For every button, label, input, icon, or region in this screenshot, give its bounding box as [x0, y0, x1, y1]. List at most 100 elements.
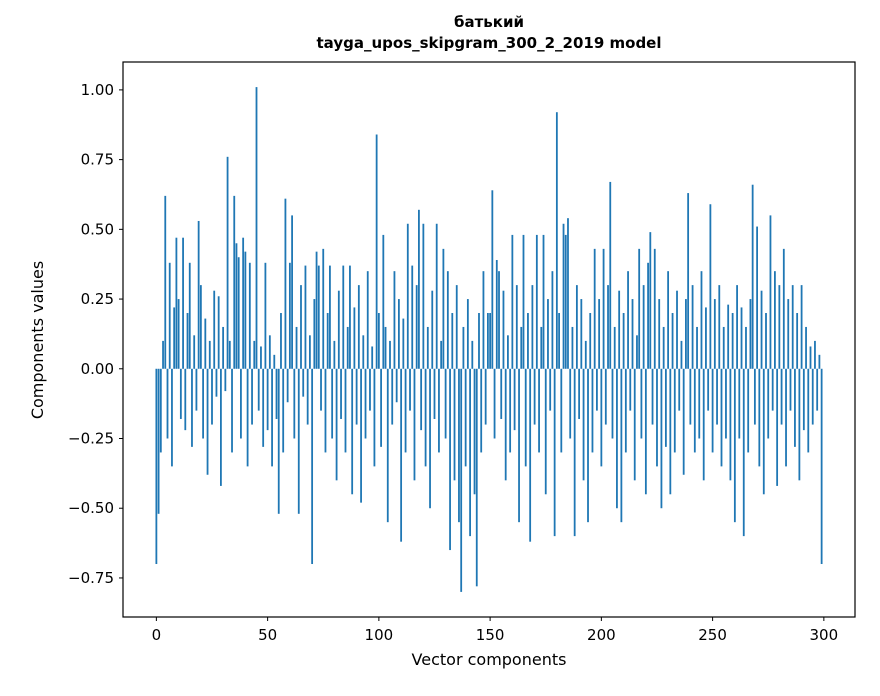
bar [500, 368, 503, 419]
bar [433, 368, 436, 419]
bar [758, 368, 761, 467]
bar [455, 285, 458, 369]
bar [317, 265, 320, 369]
bar [520, 326, 523, 369]
bar [600, 368, 603, 467]
bar [349, 265, 351, 369]
bar [351, 368, 354, 495]
bar [584, 340, 587, 369]
bar [558, 313, 560, 369]
bar [286, 368, 289, 403]
y-tick-label: 0.25 [81, 290, 114, 308]
bar [760, 290, 763, 369]
bar [369, 368, 371, 411]
bar [313, 299, 316, 369]
bar [415, 285, 418, 369]
bar [555, 112, 558, 369]
bar [794, 368, 796, 447]
y-axis-label: Components values [28, 260, 47, 420]
bar [733, 368, 736, 523]
bar [175, 237, 178, 369]
bar [186, 313, 189, 369]
bar [693, 368, 696, 453]
bar [707, 368, 710, 411]
bar [785, 368, 787, 467]
bar [578, 368, 581, 419]
bar [266, 368, 269, 431]
bar [233, 195, 236, 369]
x-tick-label: 150 [476, 626, 505, 644]
bar [280, 313, 282, 369]
bar [738, 368, 741, 439]
bar [380, 368, 382, 447]
bar [248, 262, 251, 369]
bar [253, 340, 256, 369]
bar [284, 198, 287, 369]
bar [482, 271, 485, 369]
bar [222, 326, 225, 369]
bar [402, 318, 405, 369]
bar [507, 335, 509, 369]
bar [805, 326, 807, 369]
bar [182, 237, 184, 369]
bar [462, 326, 465, 369]
bar [282, 368, 285, 453]
bar [705, 307, 707, 369]
bar [495, 260, 498, 369]
bar [240, 368, 242, 439]
bar [473, 368, 476, 495]
bar [340, 368, 342, 419]
bar [567, 218, 569, 369]
bar [335, 368, 338, 481]
bar [649, 232, 652, 369]
bar [791, 285, 794, 369]
bar [527, 313, 529, 369]
bar [224, 368, 227, 392]
bar [422, 223, 425, 369]
bar [426, 326, 429, 369]
bar [326, 313, 329, 369]
bar [720, 368, 723, 467]
bar [613, 326, 616, 369]
bar [333, 340, 336, 369]
bar [709, 204, 712, 369]
bar [607, 285, 609, 369]
bar [315, 251, 318, 369]
bar [749, 299, 752, 369]
bar [424, 368, 427, 467]
bar [765, 313, 767, 369]
bar [444, 368, 447, 439]
bar [342, 265, 345, 369]
bar [627, 271, 629, 369]
bar [538, 368, 540, 453]
bar [731, 313, 734, 369]
bar [562, 223, 565, 369]
bar [800, 285, 803, 369]
bar [362, 335, 365, 369]
bar [449, 368, 451, 551]
bar [300, 285, 302, 369]
bar [616, 368, 618, 509]
bar [671, 313, 674, 369]
bar [375, 134, 378, 369]
bar [745, 326, 747, 369]
bar [215, 368, 218, 397]
bar [753, 368, 756, 425]
bar [164, 195, 167, 369]
bar [676, 290, 678, 369]
bar [273, 354, 276, 369]
bar [515, 285, 518, 369]
bar [553, 368, 556, 537]
bar [262, 368, 265, 447]
bar [820, 368, 823, 565]
bar [297, 368, 300, 514]
bar [268, 335, 271, 369]
bar [580, 299, 583, 369]
bar [807, 368, 810, 453]
bar [446, 271, 449, 369]
bar [322, 248, 325, 369]
chart-title-model: tayga_upos_skipgram_300_2_2019 model [316, 34, 662, 52]
y-tick-label: 0.75 [81, 151, 114, 169]
bar [653, 248, 656, 369]
